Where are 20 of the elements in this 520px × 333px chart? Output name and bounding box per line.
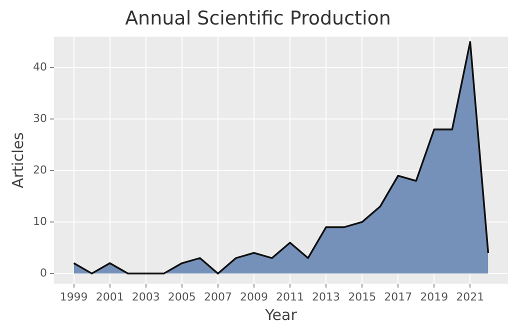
chart-title: Annual Scientific Production	[125, 7, 391, 30]
x-tick-label: 2015	[348, 290, 376, 304]
x-tick-label: 2001	[96, 290, 124, 304]
y-tick-label: 30	[32, 112, 47, 125]
y-axis-title: Articles	[8, 132, 27, 188]
y-tick-label: 0	[40, 266, 47, 280]
x-tick-label: 2005	[168, 290, 196, 304]
x-tick-label: 2019	[420, 290, 448, 304]
x-tick-label: 2011	[276, 290, 304, 304]
y-tick-label: 10	[32, 214, 47, 228]
x-tick-label: 1999	[60, 290, 88, 304]
x-axis-title: Year	[264, 306, 298, 324]
x-tick-label: 2017	[384, 290, 412, 304]
y-tick-label: 20	[32, 163, 47, 176]
x-tick-label: 2009	[240, 290, 268, 304]
x-tick-label: 2013	[312, 290, 340, 304]
x-tick-label: 2007	[204, 290, 232, 304]
y-tick-label: 40	[32, 60, 47, 74]
x-tick-label: 2021	[456, 290, 484, 304]
x-tick-label: 2003	[132, 290, 160, 304]
